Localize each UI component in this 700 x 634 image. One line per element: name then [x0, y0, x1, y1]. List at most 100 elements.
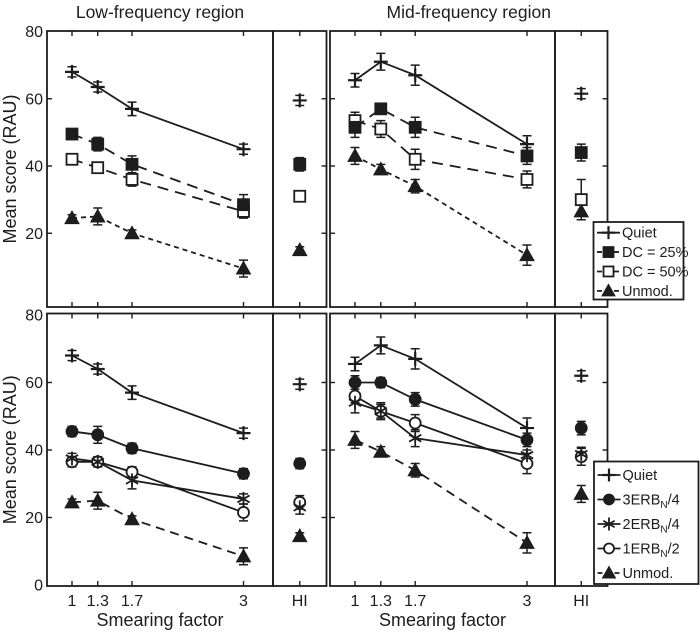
series-quiet	[67, 349, 305, 439]
series-quiet-markers	[65, 348, 307, 441]
panel-bottom-right	[329, 312, 609, 587]
xtick-label-1: 1	[68, 593, 77, 610]
legend-entry-quiet: Quiet	[597, 468, 658, 484]
legend-top: Quiet DC = 25% DC = 50% Unmod.	[592, 221, 689, 301]
legend-label: 2ERBN/4	[623, 517, 680, 536]
y-axis-title: Mean score (RAU)	[0, 375, 20, 524]
panel-main-box	[46, 30, 274, 308]
series-quiet	[350, 336, 586, 439]
series-unmod-markers	[347, 431, 590, 549]
series-line	[71, 499, 244, 558]
legend-entry-3erbn-4: 3ERBN/4	[597, 492, 680, 511]
ytick-label-80: 80	[25, 308, 43, 325]
ytick-label-20: 20	[25, 226, 43, 243]
legend-entry-unmod: Unmod.	[597, 283, 673, 300]
y-axis-title: Mean score (RAU)	[0, 94, 20, 243]
series-line	[71, 457, 244, 500]
column-title-low-frequency: Low-frequency region	[76, 2, 244, 22]
legend-entry-1erbn-2: 1ERBN/2	[597, 541, 680, 560]
ytick-label-40: 40	[25, 159, 43, 176]
series-unmod	[350, 146, 586, 266]
ytick-label-60: 60	[25, 91, 43, 108]
xtick-label-1-3: 1.3	[370, 593, 392, 610]
series-line	[354, 395, 528, 465]
x-axis-title: Smearing factor	[96, 610, 223, 630]
xtick-label-3: 3	[239, 593, 248, 610]
legend-label: 3ERBN/4	[623, 492, 680, 511]
ytick-label-0: 0	[34, 578, 43, 595]
panel-main-box	[329, 30, 556, 308]
axis-ticks	[47, 313, 327, 586]
panel-main-box	[46, 312, 274, 587]
series-quiet-markers	[348, 54, 589, 152]
series-line	[71, 133, 244, 206]
legend-entry-unmod: Unmod.	[597, 565, 674, 582]
panel-bottom-left	[46, 312, 328, 587]
legend-entry-2erbn-4: 2ERBN/4	[597, 517, 680, 536]
series-unmod	[350, 430, 586, 554]
series-dc-50-markers	[348, 114, 588, 207]
xtick-label-hi: HI	[292, 593, 308, 610]
series-line	[354, 439, 528, 544]
axis-ticks	[330, 313, 608, 586]
series-line	[354, 60, 528, 145]
series-line	[71, 71, 244, 151]
series-quiet-markers	[65, 64, 307, 157]
legend-label: DC = 50%	[622, 264, 689, 280]
series-line	[354, 107, 528, 157]
legend-entry-quiet: Quiet	[597, 226, 657, 242]
series-line	[71, 354, 244, 434]
series-2erbn-4-markers	[65, 451, 307, 515]
ytick-label-80: 80	[25, 24, 43, 41]
panel-hi-box	[272, 312, 328, 587]
legend-entry-dc-25: DC = 25%	[597, 245, 689, 261]
series-unmod-markers	[64, 208, 308, 275]
xtick-label-1-7: 1.7	[121, 593, 143, 610]
series-2erbn-4-markers	[348, 395, 588, 463]
series-line	[354, 155, 528, 256]
series-line	[355, 381, 528, 441]
legend-label: DC = 25%	[622, 245, 689, 261]
series-1erbn-2-markers	[65, 455, 307, 519]
ytick-label-40: 40	[25, 443, 43, 460]
series-dc-25-markers	[65, 127, 307, 212]
xtick-label-3: 3	[523, 593, 532, 610]
series-line	[71, 430, 244, 475]
legend-label: Quiet	[623, 468, 658, 484]
x-axis-title: Smearing factor	[379, 610, 506, 630]
xtick-label-1-7: 1.7	[404, 593, 426, 610]
legend-label: Quiet	[622, 226, 657, 242]
series-line	[354, 119, 528, 181]
series-line	[72, 460, 244, 514]
series-line	[71, 158, 244, 213]
xtick-label-hi: HI	[573, 593, 589, 610]
series-unmod-markers	[64, 492, 308, 563]
panel-top-right	[329, 30, 609, 308]
series-quiet-markers	[348, 338, 589, 436]
legend-entry-dc-50: DC = 50%	[597, 264, 689, 280]
series-line	[71, 215, 244, 270]
series-3erbn-4-markers	[65, 425, 307, 481]
series-1erbn-2	[350, 388, 586, 475]
legend-label: Unmod.	[622, 284, 673, 300]
ytick-label-60: 60	[25, 375, 43, 392]
xtick-label-1-3: 1.3	[87, 593, 109, 610]
series-dc-50-markers	[65, 152, 307, 218]
column-title-mid-frequency: Mid-frequency region	[387, 2, 551, 22]
series-unmod-markers	[347, 147, 590, 262]
series-line	[354, 344, 528, 429]
legend-label: Unmod.	[623, 566, 674, 582]
axis-ticks	[47, 31, 327, 307]
panel-top-left	[46, 30, 328, 308]
xtick-label-1: 1	[351, 593, 360, 610]
ytick-label-20: 20	[25, 510, 43, 527]
series-3erbn-4-markers	[348, 376, 588, 447]
axis-ticks	[330, 31, 608, 307]
series-2erbn-4	[350, 391, 586, 462]
legend-bottom: Quiet 3ERBN/4 2ERBN/4 1ERBN/2 Unmod.	[593, 460, 700, 585]
series-line	[354, 401, 528, 456]
series-dc-25-markers	[348, 102, 588, 163]
legend-label: 1ERBN/2	[623, 541, 680, 560]
